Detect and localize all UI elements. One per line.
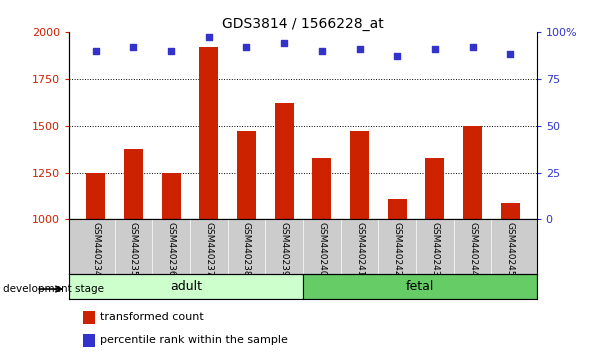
Text: GSM440244: GSM440244 (468, 222, 477, 276)
Point (430, 46, 440, 52)
Bar (69, 274, 303, 299)
Bar (200, 47, 218, 219)
Bar (275, 103, 294, 219)
Bar (83, 334, 95, 347)
Text: GSM440240: GSM440240 (317, 222, 326, 277)
Text: GSM440236: GSM440236 (166, 222, 175, 277)
Text: GSM440243: GSM440243 (431, 222, 440, 277)
Bar (388, 199, 406, 219)
Text: development stage: development stage (3, 284, 104, 293)
Bar (83, 311, 95, 324)
Bar (463, 126, 482, 219)
Point (279, 40, 289, 46)
Point (505, 52, 515, 57)
Text: GSM440245: GSM440245 (506, 222, 515, 277)
Title: GDS3814 / 1566228_at: GDS3814 / 1566228_at (222, 17, 384, 31)
Text: GSM440237: GSM440237 (204, 222, 213, 277)
Text: GSM440234: GSM440234 (91, 222, 100, 277)
Bar (237, 131, 256, 219)
Bar (124, 149, 143, 219)
Text: adult: adult (170, 280, 202, 293)
Point (166, 48, 176, 53)
Point (468, 44, 478, 50)
Bar (303, 274, 537, 299)
Text: GSM440235: GSM440235 (129, 222, 138, 277)
Point (355, 46, 364, 52)
Text: GSM440242: GSM440242 (393, 222, 402, 276)
Point (128, 44, 138, 50)
Point (393, 53, 402, 59)
Bar (350, 131, 369, 219)
Bar (312, 158, 331, 219)
Bar (162, 172, 180, 219)
Text: GSM440241: GSM440241 (355, 222, 364, 277)
Text: fetal: fetal (406, 280, 434, 293)
Point (317, 48, 327, 53)
Text: percentile rank within the sample: percentile rank within the sample (99, 335, 288, 346)
Point (204, 35, 213, 40)
Bar (501, 202, 520, 219)
Point (91, 48, 101, 53)
Text: transformed count: transformed count (99, 312, 203, 322)
Point (242, 44, 251, 50)
Bar (86, 172, 105, 219)
Text: GSM440238: GSM440238 (242, 222, 251, 277)
Text: GSM440239: GSM440239 (280, 222, 289, 277)
Bar (426, 158, 444, 219)
